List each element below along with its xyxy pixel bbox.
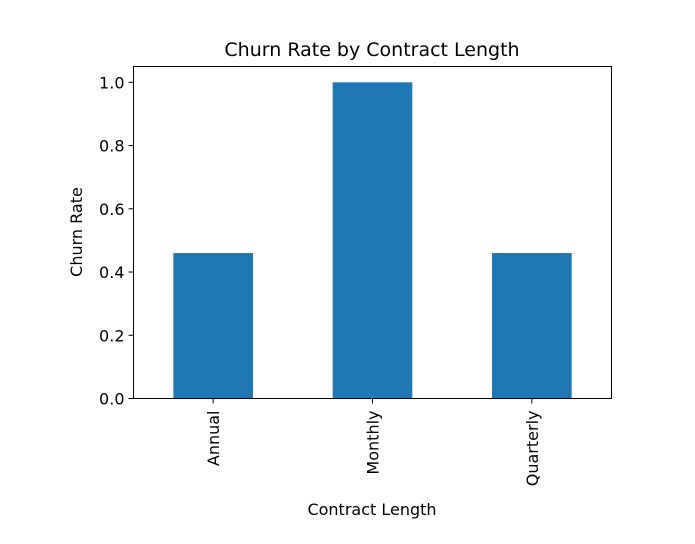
bars-group xyxy=(173,82,572,399)
x-tick-label: Monthly xyxy=(364,411,383,475)
plot-frame xyxy=(133,66,612,399)
bar-quarterly xyxy=(492,253,572,399)
x-axis-label: Contract Length xyxy=(307,500,436,519)
y-axis-label: Churn Rate xyxy=(67,187,86,277)
y-tick-label: 1.0 xyxy=(99,73,124,92)
y-tick-label: 0.8 xyxy=(99,137,124,156)
bar-annual xyxy=(173,253,253,399)
x-tick-label: Quarterly xyxy=(523,411,542,487)
y-axis: 0.0 0.2 0.4 0.6 0.8 1.0 xyxy=(99,73,134,409)
y-tick-label: 0.6 xyxy=(99,200,124,219)
x-tick-label: Annual xyxy=(204,411,223,467)
x-axis: Annual Monthly Quarterly xyxy=(204,398,542,487)
bar-monthly xyxy=(332,82,413,399)
y-tick-label: 0.2 xyxy=(99,326,124,345)
chart-title: Churn Rate by Contract Length xyxy=(224,39,519,61)
y-tick-label: 0.0 xyxy=(99,390,124,409)
y-tick-label: 0.4 xyxy=(99,263,124,282)
